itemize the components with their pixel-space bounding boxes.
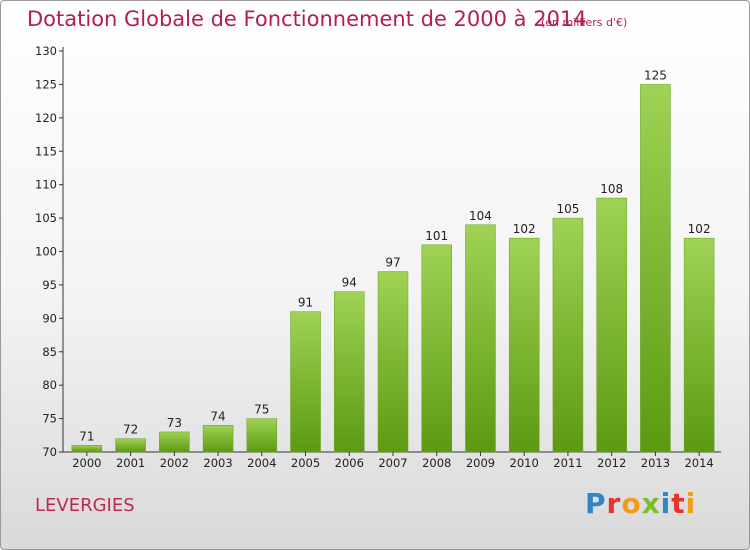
y-tick-label: 125 [35,77,57,91]
y-tick-label: 80 [42,378,57,392]
y-tick-label: 130 [35,44,57,58]
chart-unit: (en milliers d'€) [541,16,628,29]
y-tick-label: 85 [42,345,57,359]
bar-2000 [71,445,103,453]
data-label: 94 [342,276,357,290]
data-label: 125 [644,68,667,82]
y-tick-label: 120 [35,111,57,125]
y-tick-label: 105 [35,211,57,225]
bar-2009 [465,224,496,453]
bar-2004 [246,418,278,453]
data-label: 71 [79,429,94,443]
y-tick-label: 75 [42,412,57,426]
bar-2010 [508,237,540,453]
x-tick-label: 2006 [335,456,364,470]
x-tick-label: 2013 [641,456,670,470]
x-tick-label: 2000 [72,456,101,470]
x-tick-label: 2009 [466,456,495,470]
data-label: 105 [556,202,579,216]
data-label: 102 [688,222,711,236]
y-tick-label: 95 [42,278,57,292]
y-tick-label: 110 [35,178,57,192]
data-label: 73 [167,416,182,430]
bar-2001 [115,438,146,453]
chart-title: Dotation Globale de Fonctionnement de 20… [27,7,587,31]
data-label: 72 [123,423,138,437]
commune-name: LEVERGIES [35,495,135,516]
data-label: 104 [469,209,492,223]
x-tick-label: 2014 [684,456,713,470]
x-tick-label: 2011 [553,456,582,470]
bar-2002 [159,431,190,453]
x-tick-label: 2003 [203,456,232,470]
bar-2006 [334,291,365,453]
bar-2007 [377,271,409,453]
bar-2008 [421,244,452,453]
x-tick-label: 2007 [378,456,407,470]
x-tick-label: 2008 [422,456,451,470]
bar-2014 [683,237,715,453]
bar-2003 [202,425,234,453]
x-tick-label: 2010 [510,456,539,470]
bar-2012 [596,197,627,453]
x-tick-label: 2004 [247,456,276,470]
data-label: 91 [298,296,313,310]
y-tick-label: 70 [42,445,57,459]
bar-2005 [290,311,321,453]
data-label: 97 [385,256,400,270]
data-label: 102 [513,222,536,236]
bar-2013 [640,84,671,453]
y-tick-label: 90 [42,311,57,325]
data-label: 74 [210,409,225,423]
y-tick-label: 115 [35,144,57,158]
proxiti-logo[interactable]: Proxiti [585,487,697,520]
data-label: 75 [254,403,269,417]
x-tick-label: 2001 [116,456,145,470]
x-tick-label: 2002 [160,456,189,470]
bar-2011 [552,217,584,453]
data-label: 101 [425,229,448,243]
x-tick-label: 2012 [597,456,626,470]
y-tick-label: 100 [35,245,57,259]
x-tick-label: 2005 [291,456,320,470]
data-label: 108 [600,182,623,196]
